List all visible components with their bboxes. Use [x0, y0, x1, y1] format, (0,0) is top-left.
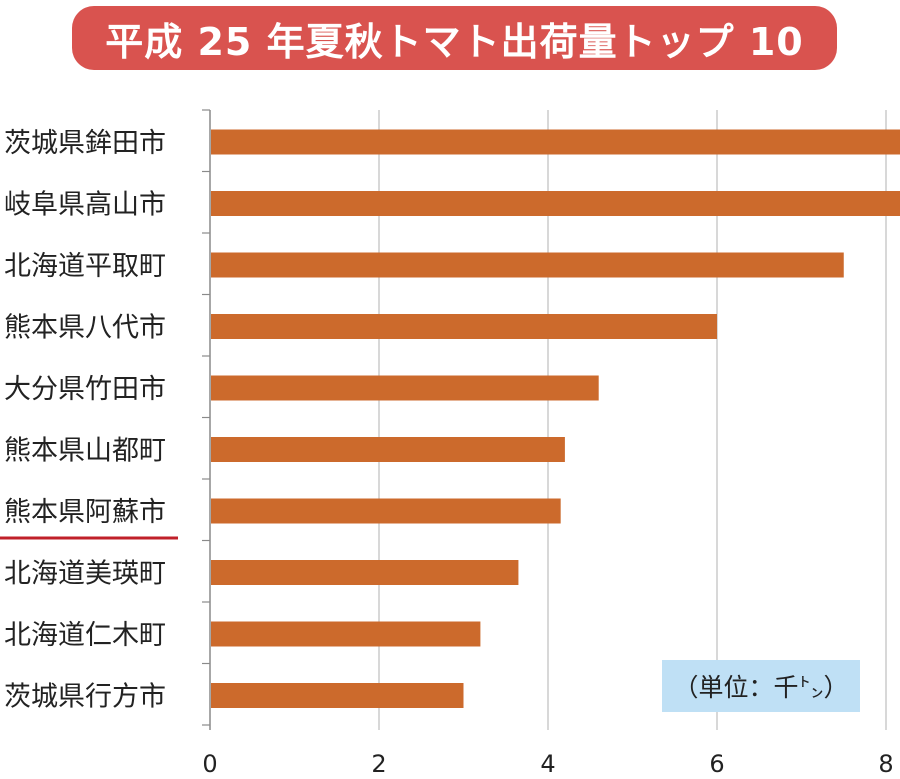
chart-title: 平成 25 年夏秋トマト出荷量トップ 10	[105, 19, 804, 64]
category-label: 熊本県阿蘇市	[4, 497, 166, 528]
category-label: 熊本県山都町	[4, 436, 166, 467]
bar	[211, 129, 900, 155]
x-tick-label: 2	[371, 750, 386, 778]
category-label: 茨城県行方市	[4, 682, 166, 713]
bar	[211, 683, 464, 708]
bar	[211, 191, 900, 216]
bar	[211, 314, 717, 339]
bar	[211, 621, 481, 647]
category-label: 岐阜県高山市	[4, 190, 166, 221]
category-label: 北海道美瑛町	[4, 559, 166, 590]
bar	[211, 560, 519, 585]
category-label: 熊本県八代市	[4, 313, 166, 344]
chart-title-banner: 平成 25 年夏秋トマト出荷量トップ 10	[72, 6, 837, 70]
x-tick-labels: 0246810121416	[202, 750, 893, 778]
unit-box: （単位：千㌧）	[662, 660, 860, 712]
category-label: 茨城県鉾田市	[4, 128, 166, 159]
unit-label: （単位：千㌧）	[673, 673, 849, 702]
category-label: 大分県竹田市	[4, 374, 166, 405]
bar	[211, 375, 599, 401]
category-labels: 茨城県鉾田市岐阜県高山市北海道平取町熊本県八代市大分県竹田市熊本県山都町熊本県阿…	[0, 128, 178, 713]
category-label: 北海道仁木町	[4, 620, 166, 651]
x-tick-label: 6	[709, 750, 724, 778]
x-tick-label: 4	[540, 750, 555, 778]
x-tick-label: 8	[878, 750, 893, 778]
x-tick-label: 0	[202, 750, 217, 778]
category-label: 北海道平取町	[4, 251, 166, 282]
bar	[211, 437, 565, 462]
bar	[211, 252, 844, 278]
bar	[211, 498, 561, 524]
bars	[211, 129, 900, 708]
